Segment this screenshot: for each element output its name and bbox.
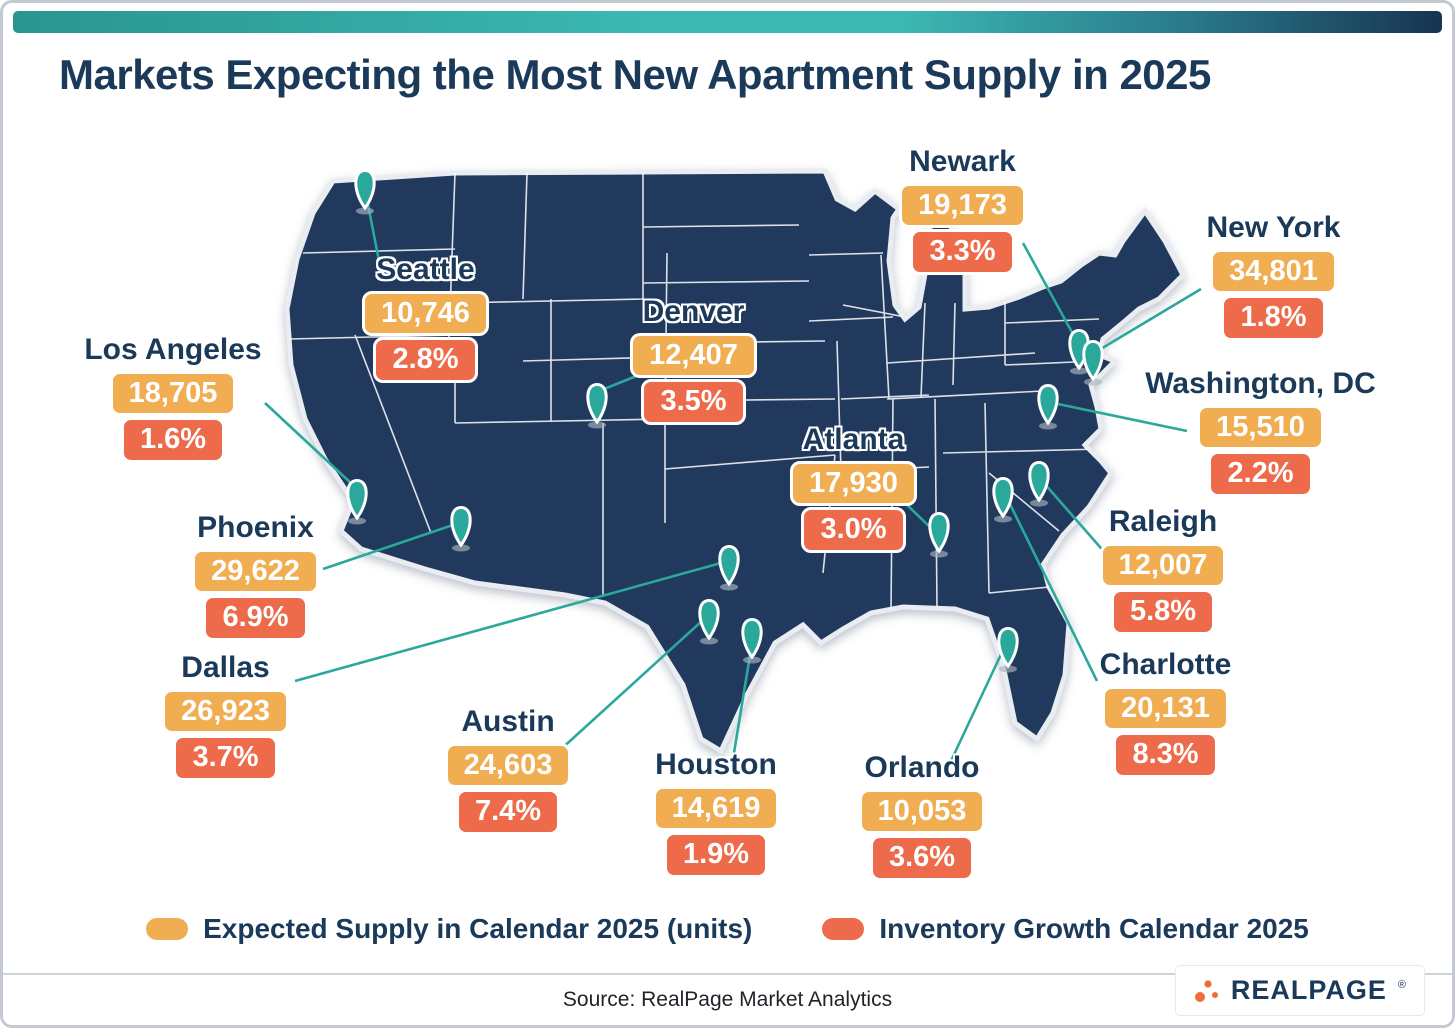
growth-badge: 5.8% [1110,589,1216,635]
supply-swatch [146,918,189,940]
supply-badge: 20,131 [1102,686,1229,732]
growth-badge: 2.2% [1208,451,1313,497]
us-map [264,168,1202,762]
growth-legend-label: Inventory Growth Calendar 2025 [879,913,1309,944]
supply-badge: 24,603 [444,743,572,789]
realpage-logo: REALPAGE ® [1175,966,1424,1015]
growth-badge: 3.0% [801,507,906,553]
supply-legend-label: Expected Supply in Calendar 2025 (units) [203,913,753,944]
growth-badge: 7.4% [455,789,561,835]
map-pin-new-york [1082,339,1104,386]
supply-badge: 12,407 [630,333,757,379]
city-name: Austin [461,705,555,738]
city-group-charlotte: Charlotte 20,131 8.3% [1088,648,1243,778]
map-pin-orlando [997,626,1019,673]
city-group-phoenix: Phoenix 29,622 6.9% [158,511,353,641]
map-pin-los-angeles [346,478,368,525]
supply-badge: 15,510 [1197,405,1324,451]
city-group-new-york: New York 34,801 1.8% [1191,211,1356,341]
city-group-washington-dc: Washington, DC 15,510 2.2% [1128,367,1393,497]
map-pin-phoenix [450,505,472,552]
supply-badge: 29,622 [192,549,319,595]
city-name: Phoenix [197,511,314,544]
growth-badge: 3.6% [869,835,975,881]
growth-swatch [822,918,865,940]
growth-badge: 3.5% [641,379,746,425]
supply-badge: 34,801 [1210,249,1337,295]
city-group-houston: Houston 14,619 1.9% [641,748,791,878]
page-title: Markets Expecting the Most New Apartment… [59,51,1211,98]
city-group-seattle: Seattle 10,746 2.8% [343,253,508,383]
city-name: Houston [655,748,777,781]
city-name: Newark [909,145,1016,178]
legend-item-growth: Inventory Growth Calendar 2025 [822,913,1309,945]
city-group-atlanta: Atlanta 17,930 3.0% [761,423,946,553]
city-name: Los Angeles [84,333,262,366]
map-pin-charlotte [992,476,1014,523]
supply-badge: 26,923 [162,689,289,735]
growth-badge: 1.8% [1221,295,1326,341]
legend: Expected Supply in Calendar 2025 (units)… [3,913,1452,945]
supply-badge: 10,746 [362,291,489,337]
map-pin-austin [698,598,720,645]
city-name: Raleigh [1108,505,1218,538]
registered-mark: ® [1397,979,1406,991]
supply-badge: 17,930 [790,461,917,507]
city-group-dallas: Dallas 26,923 3.7% [133,651,318,781]
city-name: Dallas [181,651,270,684]
map-pin-atlanta [928,511,950,558]
growth-badge: 6.9% [203,595,308,641]
supply-badge: 14,619 [652,786,780,832]
callout-lines [264,188,1202,762]
map-pin-washington-dc [1037,383,1059,430]
source-text: Source: RealPage Market Analytics [562,988,893,1011]
city-group-newark: Newark 19,173 3.3% [875,145,1050,275]
map-pin-seattle [354,168,376,215]
top-accent-bar [13,11,1442,33]
map-pins [346,168,1104,673]
growth-badge: 3.7% [173,735,278,781]
city-group-los-angeles: Los Angeles 18,705 1.6% [78,333,268,463]
city-group-orlando: Orlando 10,053 3.6% [848,751,996,881]
city-group-denver: Denver 12,407 3.5% [611,295,776,425]
supply-badge: 18,705 [109,371,237,417]
city-name: New York [1206,211,1341,244]
city-name: Charlotte [1099,648,1232,681]
legend-item-supply: Expected Supply in Calendar 2025 (units) [146,913,752,945]
growth-badge: 3.3% [910,229,1015,275]
supply-badge: 12,007 [1099,543,1227,589]
city-group-raleigh: Raleigh 12,007 5.8% [1083,505,1243,635]
supply-badge: 10,053 [858,789,986,835]
growth-badge: 2.8% [373,337,478,383]
growth-badge: 1.9% [663,832,769,878]
city-name: Seattle [376,253,475,286]
map-pin-raleigh [1028,460,1050,507]
supply-badge: 19,173 [899,183,1026,229]
city-name: Atlanta [802,423,905,456]
brand-wordmark: REALPAGE [1230,975,1387,1005]
realpage-logo-icon [1194,979,1218,1002]
city-name: Denver [642,295,745,328]
map-pin-denver [586,382,608,429]
map-pin-dallas [718,544,740,591]
growth-badge: 1.6% [120,417,226,463]
city-group-austin: Austin 24,603 7.4% [428,705,588,835]
city-name: Washington, DC [1145,367,1376,400]
growth-badge: 8.3% [1113,732,1218,778]
map-pin-houston [741,617,763,664]
city-name: Orlando [864,751,980,784]
